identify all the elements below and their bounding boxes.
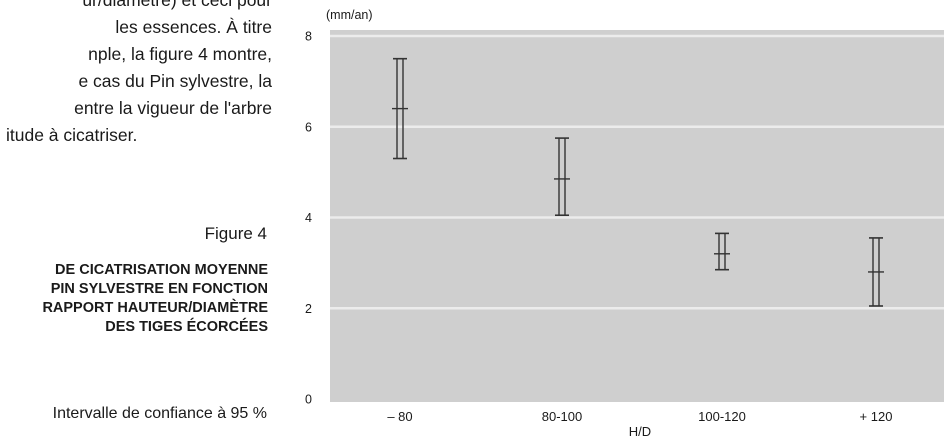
confidence-interval-note: Intervalle de confiance à 95 %	[52, 405, 267, 422]
x-axis-label: H/D	[629, 424, 651, 439]
figure-label: Figure 4	[204, 224, 267, 243]
figure-title-line: RAPPORT HAUTEUR/DIAMÈTRE	[42, 300, 268, 316]
chart: (mm/an) H/D 0 2 4 6 8 – 80 80-100 100-120 + 120	[305, 8, 944, 439]
plot-background	[330, 30, 944, 402]
y-tick-label: 2	[305, 302, 312, 316]
error-bars	[392, 57, 884, 307]
body-text-line: ur/diamètre) et ceci pour	[82, 0, 272, 10]
x-tick-label: + 120	[860, 409, 893, 424]
body-text-line: e cas du Pin sylvestre, la	[78, 71, 272, 91]
figure-title: DE CICATRISATION MOYENNE PIN SYLVESTRE E…	[42, 261, 268, 337]
body-text-line: itude à cicatriser.	[6, 125, 138, 145]
y-tick-label: 0	[305, 393, 312, 407]
x-tick-label: – 80	[387, 409, 412, 424]
x-tick-label: 100-120	[698, 409, 746, 424]
y-tick-labels: 0 2 4 6 8	[305, 30, 312, 407]
figure-title-line: PIN SYLVESTRE EN FONCTION	[50, 281, 268, 297]
x-tick-labels: – 80 80-100 100-120 + 120	[387, 409, 892, 424]
figure-title-line: DE CICATRISATION MOYENNE	[55, 262, 268, 278]
y-tick-label: 8	[305, 30, 312, 44]
figure-title-line: DES TIGES ÉCORCÉES	[105, 319, 268, 335]
error-bar	[714, 232, 730, 271]
gridlines	[330, 34, 944, 310]
x-tick-label: 80-100	[542, 409, 582, 424]
y-axis-label: (mm/an)	[326, 8, 373, 22]
body-text: ur/diamètre) et ceci pour les essences. …	[0, 0, 272, 149]
body-text-line: les essences. À titre	[115, 17, 272, 37]
error-bar	[868, 237, 884, 307]
body-text-line: entre la vigueur de l'arbre	[74, 98, 272, 118]
error-bar	[392, 57, 408, 160]
body-text-line: nple, la figure 4 montre,	[88, 44, 272, 64]
y-tick-label: 4	[305, 211, 312, 225]
error-bar	[554, 137, 570, 217]
y-tick-label: 6	[305, 120, 312, 134]
